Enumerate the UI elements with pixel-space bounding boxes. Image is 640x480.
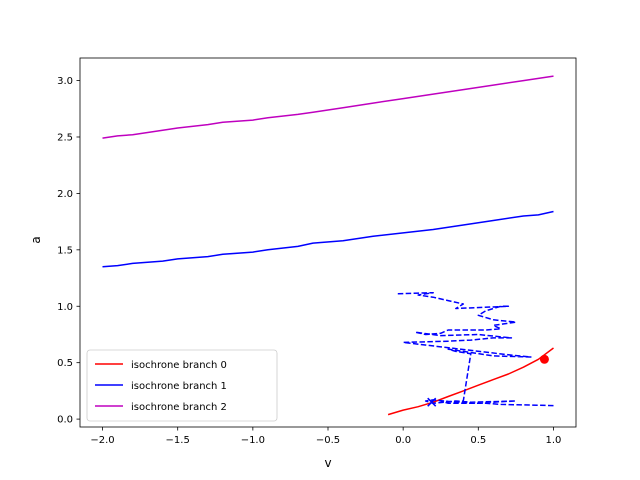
y-tick-label: 2.0 bbox=[57, 189, 73, 200]
x-tick-label: −1.5 bbox=[166, 435, 190, 446]
marker-dot-0 bbox=[539, 354, 549, 364]
x-tick-label: 1.0 bbox=[546, 435, 562, 446]
legend: isochrone branch 0 isochrone branch 1 isoc… bbox=[86, 349, 278, 422]
y-tick-label: 2.5 bbox=[57, 132, 73, 143]
legend-label-1: isochrone branch 1 bbox=[131, 381, 227, 392]
series-line-0 bbox=[387, 347, 554, 416]
y-tick-label: 3.0 bbox=[57, 76, 73, 87]
x-axis-label: v bbox=[324, 456, 331, 470]
marker-x-1 bbox=[427, 397, 437, 407]
series-line-1 bbox=[102, 210, 554, 268]
y-tick-label: 1.5 bbox=[57, 245, 73, 256]
y-tick-label: 0.0 bbox=[57, 415, 73, 426]
series-group bbox=[102, 75, 554, 416]
plot-area bbox=[102, 75, 554, 416]
x-tick-label: −0.5 bbox=[316, 435, 340, 446]
axes: −2.0 −1.5 −1.0 −0.5 0.0 0.5 1.0 0.0 0.5 1.0 1.5 2.0… bbox=[57, 57, 577, 446]
legend-box bbox=[86, 349, 278, 422]
x-tick-label: −1.0 bbox=[241, 435, 265, 446]
series-line-3 bbox=[395, 291, 554, 407]
x-tick-label: 0.5 bbox=[470, 435, 486, 446]
marker-x-stroke bbox=[427, 397, 437, 407]
x-tick-label: 0.0 bbox=[395, 435, 411, 446]
y-axis-label: a bbox=[29, 236, 43, 243]
x-tick-label: −2.0 bbox=[90, 435, 114, 446]
legend-label-2: isochrone branch 2 bbox=[131, 402, 227, 413]
legend-label-0: isochrone branch 0 bbox=[131, 360, 227, 371]
y-tick-label: 1.0 bbox=[57, 302, 73, 313]
y-tick-label: 0.5 bbox=[57, 358, 73, 369]
series-line-2 bbox=[102, 75, 554, 139]
